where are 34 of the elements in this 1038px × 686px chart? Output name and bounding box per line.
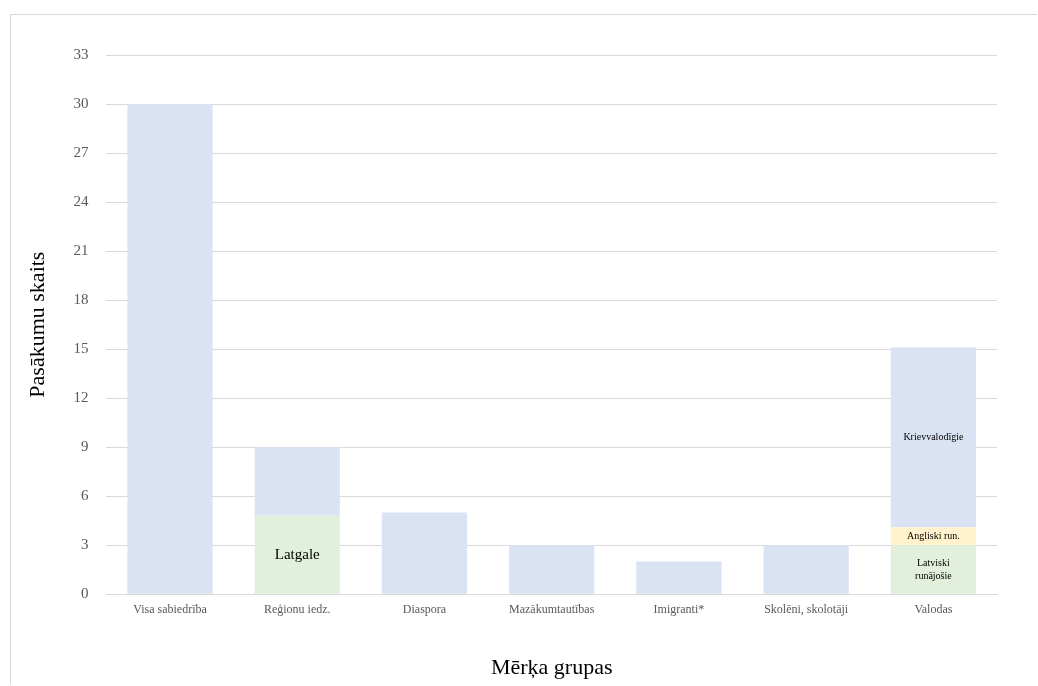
y-tick-label: 9 — [80, 438, 89, 455]
y-tick-label: 0 — [80, 585, 89, 602]
y-tick-label: 18 — [73, 291, 89, 308]
y-tick-label: 21 — [73, 242, 89, 259]
bar — [890, 545, 977, 594]
bar — [509, 545, 595, 594]
y-tick-label: 27 — [73, 143, 89, 160]
bar — [763, 545, 849, 594]
x-tick-label: Visa sabiedrība — [133, 601, 208, 616]
bar — [254, 515, 340, 594]
y-tick-label: 12 — [73, 389, 89, 406]
x-axis-title: Mērķa grupas — [490, 653, 613, 679]
bar — [636, 561, 722, 594]
bar — [381, 512, 468, 594]
bar — [890, 347, 977, 528]
x-tick-label: Imigranti* — [653, 601, 705, 616]
bar — [127, 104, 213, 594]
series-label: Angliski run. — [907, 529, 960, 541]
x-tick-label: Valodas — [914, 601, 953, 616]
y-tick-label: 3 — [80, 536, 89, 553]
x-tick-label: Diaspora — [402, 601, 447, 616]
y-axis-title: Pasākumu skaits — [23, 251, 49, 398]
y-tick-label: 6 — [80, 487, 89, 504]
y-tick-label: 30 — [73, 94, 89, 111]
x-tick-label: Skolēni, skolotāji — [764, 601, 849, 616]
y-tick-label: 33 — [73, 45, 89, 62]
y-tick-label: 15 — [73, 340, 89, 357]
x-tick-label: Reģionu iedz. — [263, 601, 331, 616]
x-tick-label: Mazākumtautības — [509, 601, 595, 616]
y-tick-label: 24 — [73, 192, 89, 209]
series-label: Latgale — [274, 545, 321, 562]
bar — [254, 447, 340, 516]
series-label: Latviski runājošie — [915, 556, 953, 581]
series-label: Krievvalodīgie — [903, 430, 964, 442]
